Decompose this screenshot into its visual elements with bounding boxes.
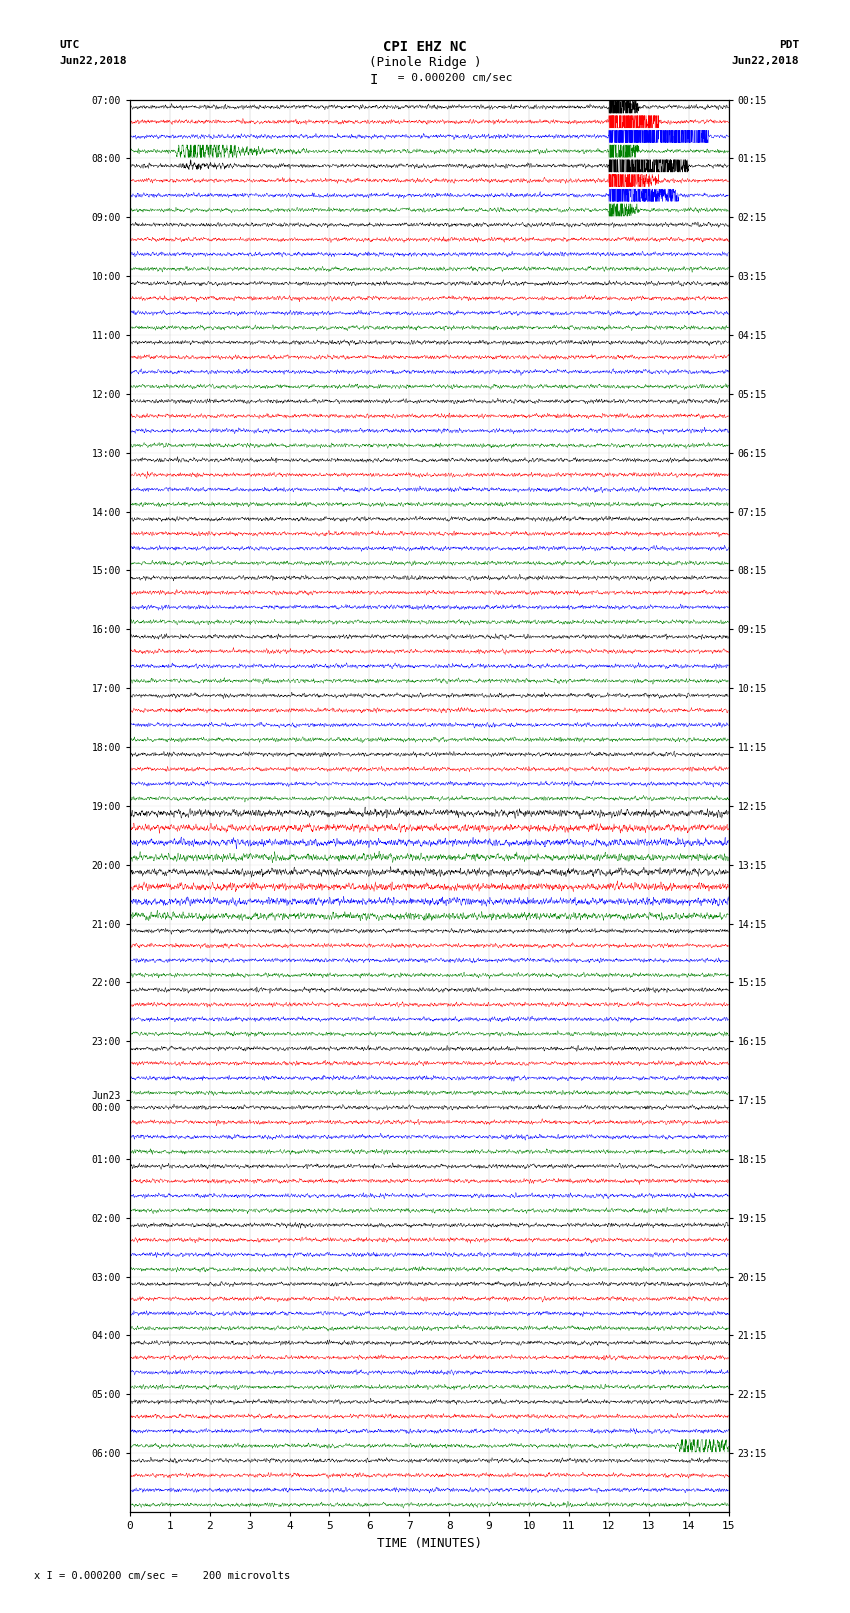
Text: (Pinole Ridge ): (Pinole Ridge ): [369, 56, 481, 69]
Text: x I = 0.000200 cm/sec =    200 microvolts: x I = 0.000200 cm/sec = 200 microvolts: [34, 1571, 290, 1581]
Text: = 0.000200 cm/sec: = 0.000200 cm/sec: [391, 73, 513, 82]
Text: Jun22,2018: Jun22,2018: [60, 56, 127, 66]
Text: I: I: [370, 73, 378, 87]
X-axis label: TIME (MINUTES): TIME (MINUTES): [377, 1537, 482, 1550]
Text: UTC: UTC: [60, 40, 80, 50]
Text: CPI EHZ NC: CPI EHZ NC: [383, 40, 467, 55]
Text: Jun22,2018: Jun22,2018: [732, 56, 799, 66]
Text: PDT: PDT: [779, 40, 799, 50]
